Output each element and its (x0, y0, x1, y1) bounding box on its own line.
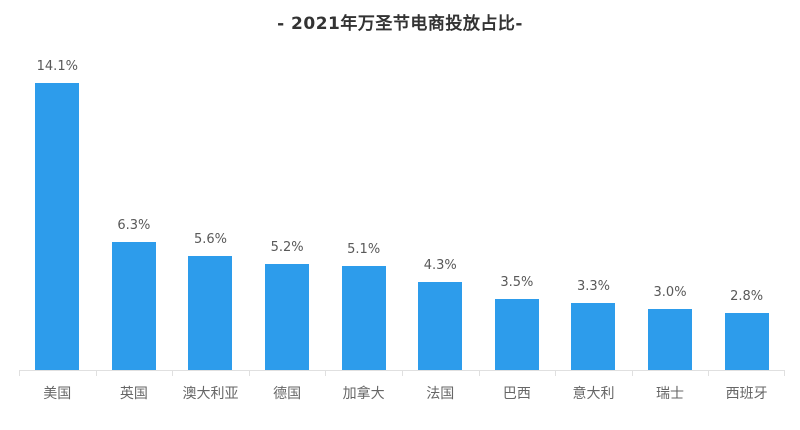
value-label: 5.1% (347, 242, 381, 257)
bar-group-6: 3.5% (479, 50, 556, 370)
bar-group-3: 5.2% (249, 50, 326, 370)
bar-group-9: 2.8% (708, 50, 785, 370)
value-label: 5.6% (193, 232, 227, 247)
bars-container: 14.1% 6.3% 5.6% 5.2% 5.1% 4.3% 3.5% 3.3% 3.0% 2.8… (19, 50, 785, 370)
bar-group-1: 6.3% (96, 50, 173, 370)
value-label: 2.8% (730, 289, 764, 304)
bar (188, 256, 233, 370)
category-label: 瑞士 (656, 386, 685, 402)
axis-tick (402, 371, 403, 376)
bar (571, 303, 616, 370)
value-label: 6.3% (117, 218, 151, 233)
bar-group-2: 5.6% (172, 50, 249, 370)
category-label: 意大利 (572, 386, 615, 402)
axis-tick (325, 371, 327, 376)
axis-tick (631, 371, 633, 376)
bar-group-0: 14.1% (19, 50, 96, 370)
value-label: 3.5% (500, 275, 534, 290)
axis-tick (95, 371, 97, 376)
value-label: 3.3% (576, 279, 610, 294)
axis-tick (784, 371, 785, 376)
axis-tick (708, 371, 710, 376)
category-label: 德国 (273, 386, 302, 402)
category-label: 西班牙 (725, 386, 768, 402)
category-label: 法国 (426, 386, 455, 402)
bar (494, 299, 539, 370)
x-axis-labels: 美国 英国 澳大利亚 德国 加拿大 法国 巴西 意大利 瑞士 西班牙 (19, 383, 785, 403)
axis-tick (19, 371, 20, 376)
category-label: 美国 (43, 386, 72, 402)
bar (341, 266, 386, 370)
bar-group-4: 5.1% (325, 50, 402, 370)
value-label: 14.1% (36, 59, 78, 74)
bar (35, 83, 80, 370)
x-axis-line (19, 370, 785, 371)
bar-group-8: 3.0% (632, 50, 709, 370)
axis-tick (172, 371, 174, 376)
bar (724, 313, 769, 370)
category-label: 澳大利亚 (182, 386, 239, 402)
bar (265, 264, 310, 370)
bar (418, 282, 463, 370)
value-label: 5.2% (270, 240, 304, 255)
axis-tick (555, 371, 557, 376)
bar (648, 309, 693, 370)
chart-title: - 2021年万圣节电商投放占比- (277, 14, 523, 34)
value-label: 3.0% (653, 285, 687, 300)
bar (111, 242, 156, 370)
axis-tick (248, 371, 250, 376)
bar-group-5: 4.3% (402, 50, 479, 370)
axis-tick (478, 371, 480, 376)
value-label: 4.3% (423, 258, 457, 273)
category-label: 加拿大 (342, 386, 385, 402)
category-label: 巴西 (502, 386, 531, 402)
plot-area: 14.1% 6.3% 5.6% 5.2% 5.1% 4.3% 3.5% 3.3% 3.0% 2.8… (19, 50, 785, 376)
category-label: 英国 (119, 386, 148, 402)
bar-group-7: 3.3% (555, 50, 632, 370)
